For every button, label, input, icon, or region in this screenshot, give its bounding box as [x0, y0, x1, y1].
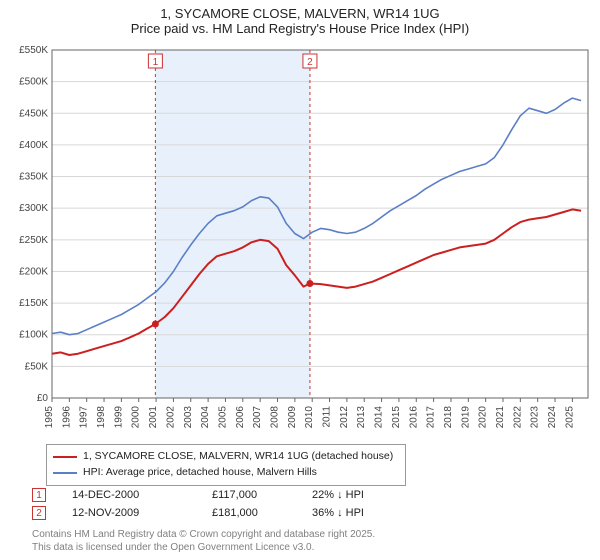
svg-text:2022: 2022	[512, 406, 523, 429]
svg-text:2023: 2023	[530, 406, 541, 429]
markers-table: 1 14-DEC-2000£117,00022% ↓ HPI 2 12-NOV-200…	[32, 486, 432, 522]
chart-area: £0 £50K £100K £150K £200K £250K £300K £350K £400…	[6, 44, 594, 440]
svg-text:2021: 2021	[495, 406, 506, 429]
svg-text:1999: 1999	[113, 406, 124, 429]
svg-text:2015: 2015	[391, 406, 402, 429]
legend-swatch	[53, 472, 77, 474]
legend-item: 1, SYCAMORE CLOSE, MALVERN, WR14 1UG (de…	[53, 449, 399, 465]
svg-text:2018: 2018	[443, 406, 454, 429]
svg-text:1997: 1997	[79, 406, 90, 429]
svg-text:2: 2	[307, 57, 313, 68]
svg-text:£50K: £50K	[25, 361, 49, 372]
marker-date: 12-NOV-2009	[72, 507, 212, 519]
title-line-2: Price paid vs. HM Land Registry's House …	[0, 21, 600, 36]
svg-text:2000: 2000	[131, 406, 142, 429]
svg-text:£250K: £250K	[19, 235, 48, 246]
svg-text:£0: £0	[37, 393, 49, 404]
svg-text:2012: 2012	[339, 406, 350, 429]
svg-text:£200K: £200K	[19, 266, 48, 277]
svg-text:2025: 2025	[564, 406, 575, 429]
svg-text:2007: 2007	[252, 406, 263, 429]
svg-text:£400K: £400K	[19, 140, 48, 151]
chart-container: 1, SYCAMORE CLOSE, MALVERN, WR14 1UG Pri…	[0, 0, 600, 560]
footer-attribution: Contains HM Land Registry data © Crown c…	[32, 528, 375, 554]
title-line-1: 1, SYCAMORE CLOSE, MALVERN, WR14 1UG	[0, 6, 600, 21]
svg-text:£300K: £300K	[19, 203, 48, 214]
marker-badge: 1	[32, 488, 46, 502]
footer-line-2: This data is licensed under the Open Gov…	[32, 541, 375, 554]
legend-item: HPI: Average price, detached house, Malv…	[53, 465, 399, 481]
svg-text:2004: 2004	[200, 406, 211, 429]
svg-text:2013: 2013	[356, 406, 367, 429]
svg-text:2001: 2001	[148, 406, 159, 429]
svg-text:2008: 2008	[270, 406, 281, 429]
svg-text:2011: 2011	[322, 406, 333, 428]
legend-swatch	[53, 456, 77, 458]
svg-text:2009: 2009	[287, 406, 298, 429]
title-block: 1, SYCAMORE CLOSE, MALVERN, WR14 1UG Pri…	[0, 0, 600, 38]
svg-text:1998: 1998	[96, 406, 107, 429]
marker-date: 14-DEC-2000	[72, 489, 212, 501]
svg-text:£150K: £150K	[19, 298, 48, 309]
svg-text:£350K: £350K	[19, 172, 48, 183]
marker-row: 2 12-NOV-2009£181,00036% ↓ HPI	[32, 504, 432, 522]
legend-label: 1, SYCAMORE CLOSE, MALVERN, WR14 1UG (de…	[83, 449, 393, 465]
svg-text:2005: 2005	[217, 406, 228, 429]
svg-text:1: 1	[153, 57, 159, 68]
svg-text:1995: 1995	[44, 406, 55, 429]
svg-text:£100K: £100K	[19, 330, 48, 341]
marker-row: 1 14-DEC-2000£117,00022% ↓ HPI	[32, 486, 432, 504]
svg-text:2020: 2020	[478, 406, 489, 429]
svg-text:2024: 2024	[547, 406, 558, 429]
svg-text:2006: 2006	[235, 406, 246, 429]
svg-text:£500K: £500K	[19, 77, 48, 88]
marker-price: £117,000	[212, 489, 312, 501]
svg-text:2003: 2003	[183, 406, 194, 429]
svg-text:£450K: £450K	[19, 108, 48, 119]
marker-price: £181,000	[212, 507, 312, 519]
svg-text:2014: 2014	[374, 406, 385, 429]
svg-text:2019: 2019	[460, 406, 471, 429]
svg-text:2017: 2017	[426, 406, 437, 429]
footer-line-1: Contains HM Land Registry data © Crown c…	[32, 528, 375, 541]
svg-text:2010: 2010	[304, 406, 315, 429]
marker-diff: 22% ↓ HPI	[312, 489, 432, 501]
line-chart-svg: £0 £50K £100K £150K £200K £250K £300K £350K £400…	[6, 44, 594, 440]
marker-diff: 36% ↓ HPI	[312, 507, 432, 519]
svg-text:2002: 2002	[165, 406, 176, 429]
marker-badge: 2	[32, 506, 46, 520]
svg-text:1996: 1996	[61, 406, 72, 429]
svg-text:£550K: £550K	[19, 45, 48, 56]
legend: 1, SYCAMORE CLOSE, MALVERN, WR14 1UG (de…	[46, 444, 406, 486]
svg-text:2016: 2016	[408, 406, 419, 429]
legend-label: HPI: Average price, detached house, Malv…	[83, 465, 317, 481]
